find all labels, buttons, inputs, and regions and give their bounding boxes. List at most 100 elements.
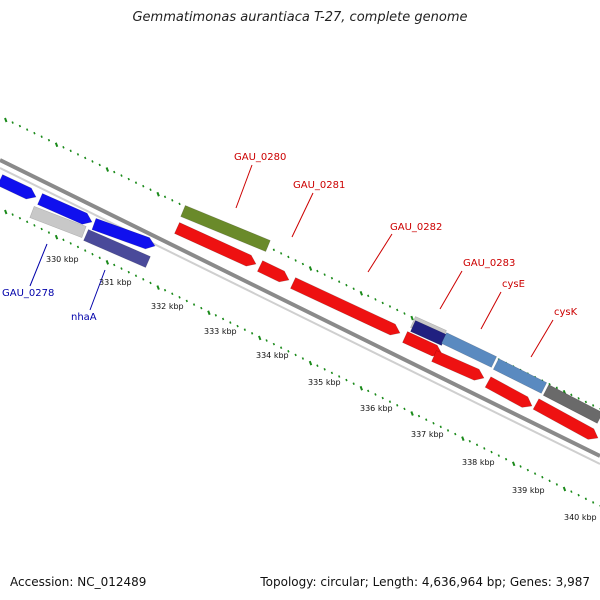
tick-mark bbox=[69, 149, 72, 153]
gene-label: GAU_0280 bbox=[234, 152, 286, 163]
tick-mark bbox=[301, 357, 305, 360]
tick-mark bbox=[345, 283, 348, 287]
tick-mark bbox=[584, 497, 588, 501]
tick-mark bbox=[207, 310, 211, 316]
gene-labels: GAU_0278 nhaA GAU_0280 GAU_0281 GAU_0282 GAU_… bbox=[2, 152, 578, 323]
tick-mark bbox=[4, 117, 8, 123]
backbone-line-outer bbox=[0, 158, 600, 458]
tick-label: 340 kbp bbox=[564, 513, 597, 522]
tick-mark bbox=[84, 156, 87, 160]
tick-mark bbox=[359, 290, 363, 296]
tick-labels: 330 kbp 331 kbp 332 kbp 333 kbp 334 kbp 335 k… bbox=[46, 255, 597, 522]
tick-mark bbox=[367, 294, 370, 298]
tick-mark bbox=[592, 501, 595, 504]
tick-mark bbox=[279, 252, 283, 255]
tick-mark bbox=[91, 160, 94, 163]
label-leader-line bbox=[89, 269, 106, 311]
tick-mark bbox=[171, 199, 174, 202]
label-leader-line bbox=[530, 319, 554, 358]
gene-label: GAU_0282 bbox=[390, 222, 442, 233]
tick-label: 331 kbp bbox=[99, 278, 132, 287]
tick-mark bbox=[47, 231, 51, 234]
tick-mark bbox=[98, 256, 101, 260]
tick-label: 339 kbp bbox=[512, 486, 545, 495]
tick-mark bbox=[163, 195, 167, 199]
tick-mark bbox=[374, 298, 377, 301]
tick-mark bbox=[475, 443, 479, 447]
tick-mark bbox=[33, 131, 36, 135]
tick-mark bbox=[504, 457, 508, 461]
tick-mark bbox=[229, 321, 232, 324]
tick-mark bbox=[584, 400, 588, 404]
gene-arrow-gau-0280 bbox=[180, 205, 271, 252]
tick-mark bbox=[258, 335, 262, 341]
gene-arrow-blue-1 bbox=[0, 174, 37, 200]
tick-label: 335 kbp bbox=[308, 378, 341, 387]
accession-text: Accession: NC_012489 bbox=[10, 575, 147, 589]
tick-mark bbox=[33, 224, 36, 227]
tick-mark bbox=[308, 360, 313, 366]
gene-arrow-blue-3 bbox=[91, 217, 156, 250]
tick-mark bbox=[381, 396, 384, 400]
tick-mark bbox=[592, 404, 595, 407]
label-leader-line bbox=[439, 270, 463, 310]
tick-mark bbox=[192, 303, 196, 306]
genome-backbone bbox=[0, 158, 600, 465]
tick-mark bbox=[555, 483, 559, 486]
tick-mark bbox=[156, 191, 160, 197]
inner-tick-ring bbox=[4, 209, 600, 508]
tick-mark bbox=[548, 382, 551, 386]
gene-label: GAU_0278 bbox=[2, 288, 54, 299]
map-title: Gemmatimonas aurantiaca T-27, complete g… bbox=[132, 10, 468, 25]
tick-mark bbox=[178, 202, 181, 206]
tick-mark bbox=[127, 270, 130, 274]
tick-mark bbox=[69, 242, 72, 245]
tick-label: 338 kbp bbox=[462, 458, 495, 467]
tick-mark bbox=[359, 385, 363, 391]
tick-mark bbox=[156, 285, 160, 290]
tick-mark bbox=[316, 364, 319, 367]
tick-mark bbox=[134, 274, 138, 278]
tick-mark bbox=[308, 266, 313, 271]
gene-arrow-steel-2 bbox=[492, 358, 548, 394]
tick-mark bbox=[185, 299, 188, 303]
tick-mark bbox=[381, 301, 384, 305]
tick-mark bbox=[4, 209, 8, 215]
tick-mark bbox=[570, 393, 573, 397]
tick-mark bbox=[236, 324, 239, 328]
tick-mark bbox=[403, 407, 406, 411]
tick-mark bbox=[214, 314, 217, 317]
tick-mark bbox=[113, 170, 116, 174]
tick-mark bbox=[338, 280, 341, 283]
gene-arrow-cyse bbox=[441, 332, 497, 368]
tick-mark bbox=[468, 439, 471, 443]
tick-mark bbox=[417, 414, 421, 418]
tick-mark bbox=[98, 163, 101, 167]
gene-label: GAU_0283 bbox=[463, 258, 515, 269]
tick-mark bbox=[40, 135, 43, 138]
tick-mark bbox=[18, 216, 22, 220]
tick-mark bbox=[526, 468, 529, 472]
tick-mark bbox=[47, 138, 51, 142]
tick-mark bbox=[294, 259, 297, 262]
gene-arrow-red-3 bbox=[484, 376, 533, 408]
tick-mark bbox=[120, 267, 123, 270]
tick-mark bbox=[221, 317, 225, 321]
tick-label: 330 kbp bbox=[46, 255, 79, 264]
gene-arrow-blue-2 bbox=[37, 193, 93, 225]
tick-mark bbox=[287, 350, 290, 353]
tick-mark bbox=[511, 461, 516, 467]
tick-mark bbox=[26, 220, 29, 224]
label-leader-line bbox=[29, 243, 48, 287]
tick-mark bbox=[316, 269, 319, 273]
tick-mark bbox=[374, 393, 377, 396]
tick-mark bbox=[76, 245, 80, 249]
tick-mark bbox=[410, 411, 414, 416]
tick-mark bbox=[577, 397, 580, 400]
backbone-line-inner bbox=[0, 167, 600, 465]
gene-label: cysE bbox=[502, 279, 525, 290]
tick-mark bbox=[142, 278, 145, 281]
tick-mark bbox=[134, 181, 138, 184]
tick-mark bbox=[301, 262, 305, 266]
tick-mark bbox=[454, 432, 457, 436]
